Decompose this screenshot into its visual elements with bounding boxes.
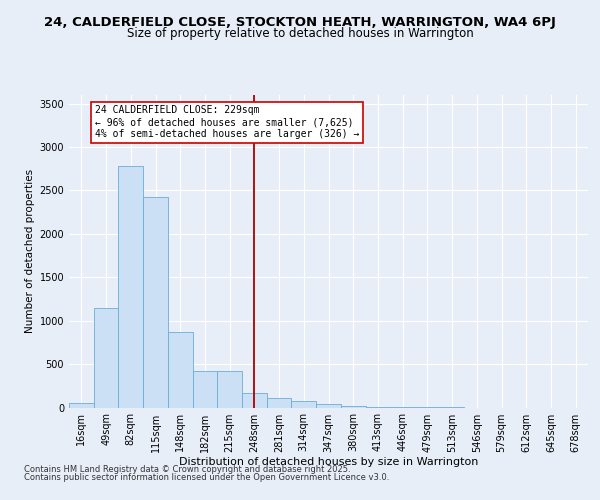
Bar	[143, 198, 168, 408]
Bar	[316, 404, 341, 407]
Bar	[267, 398, 292, 407]
Bar	[365, 406, 390, 408]
Bar	[193, 371, 217, 408]
Bar	[292, 402, 316, 407]
Bar	[242, 392, 267, 407]
Bar	[69, 402, 94, 407]
Bar	[94, 308, 118, 408]
Bar	[168, 332, 193, 407]
Bar	[341, 406, 365, 407]
Text: 24 CALDERFIELD CLOSE: 229sqm
← 96% of detached houses are smaller (7,625)
4% of : 24 CALDERFIELD CLOSE: 229sqm ← 96% of de…	[95, 106, 359, 138]
Text: 24, CALDERFIELD CLOSE, STOCKTON HEATH, WARRINGTON, WA4 6PJ: 24, CALDERFIELD CLOSE, STOCKTON HEATH, W…	[44, 16, 556, 29]
Bar	[118, 166, 143, 408]
Text: Contains public sector information licensed under the Open Government Licence v3: Contains public sector information licen…	[24, 474, 389, 482]
Text: Contains HM Land Registry data © Crown copyright and database right 2025.: Contains HM Land Registry data © Crown c…	[24, 464, 350, 473]
Bar	[217, 371, 242, 408]
Y-axis label: Number of detached properties: Number of detached properties	[25, 169, 35, 334]
Text: Size of property relative to detached houses in Warrington: Size of property relative to detached ho…	[127, 28, 473, 40]
X-axis label: Distribution of detached houses by size in Warrington: Distribution of detached houses by size …	[179, 458, 478, 468]
